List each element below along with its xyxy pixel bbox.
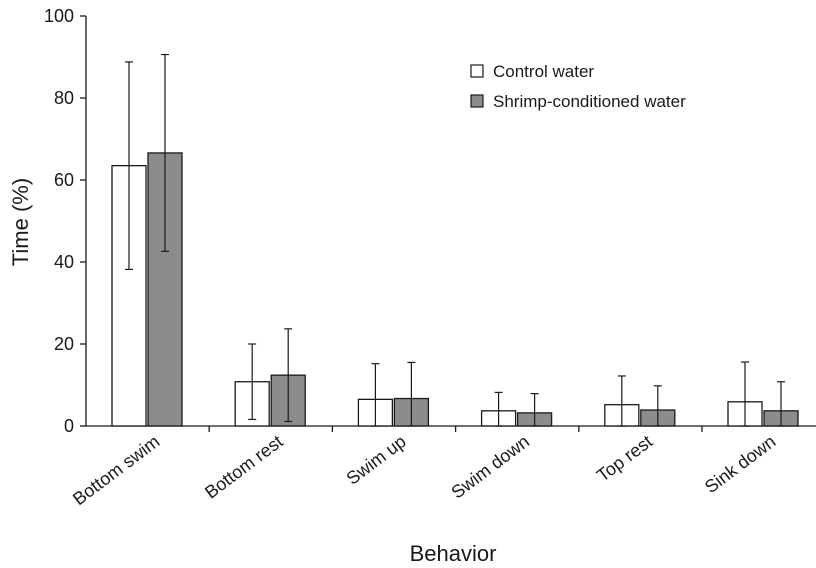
x-axis: [86, 425, 816, 432]
y-axis: 0 20 40 60 80 100: [44, 6, 87, 436]
bar-control: [111, 164, 147, 427]
x-tick-label: Top rest: [593, 431, 656, 486]
x-tick-label: Bottom rest: [201, 431, 287, 502]
x-axis-label: Behavior: [410, 541, 497, 566]
x-tick-label: Swim up: [343, 431, 410, 489]
bars: [111, 53, 799, 427]
x-tick-label: Sink down: [701, 431, 779, 497]
legend-swatch-shrimp: [470, 94, 484, 108]
y-tick-label: 20: [54, 334, 74, 354]
legend-label-shrimp: Shrimp-conditioned water: [493, 92, 686, 111]
y-tick-label: 40: [54, 252, 74, 272]
y-tick-label: 100: [44, 6, 74, 26]
y-axis-label: Time (%): [8, 178, 33, 266]
x-tick-labels: Bottom swim Bottom rest Swim up Swim down To…: [69, 431, 779, 509]
x-tick-label: Bottom swim: [69, 431, 163, 509]
y-tick-label: 80: [54, 88, 74, 108]
legend-swatch-control: [470, 64, 484, 78]
legend-label-control: Control water: [493, 62, 594, 81]
y-tick-label: 0: [64, 416, 74, 436]
x-tick-label: Swim down: [447, 431, 533, 502]
legend: Control water Shrimp-conditioned water: [470, 62, 686, 111]
y-tick-label: 60: [54, 170, 74, 190]
